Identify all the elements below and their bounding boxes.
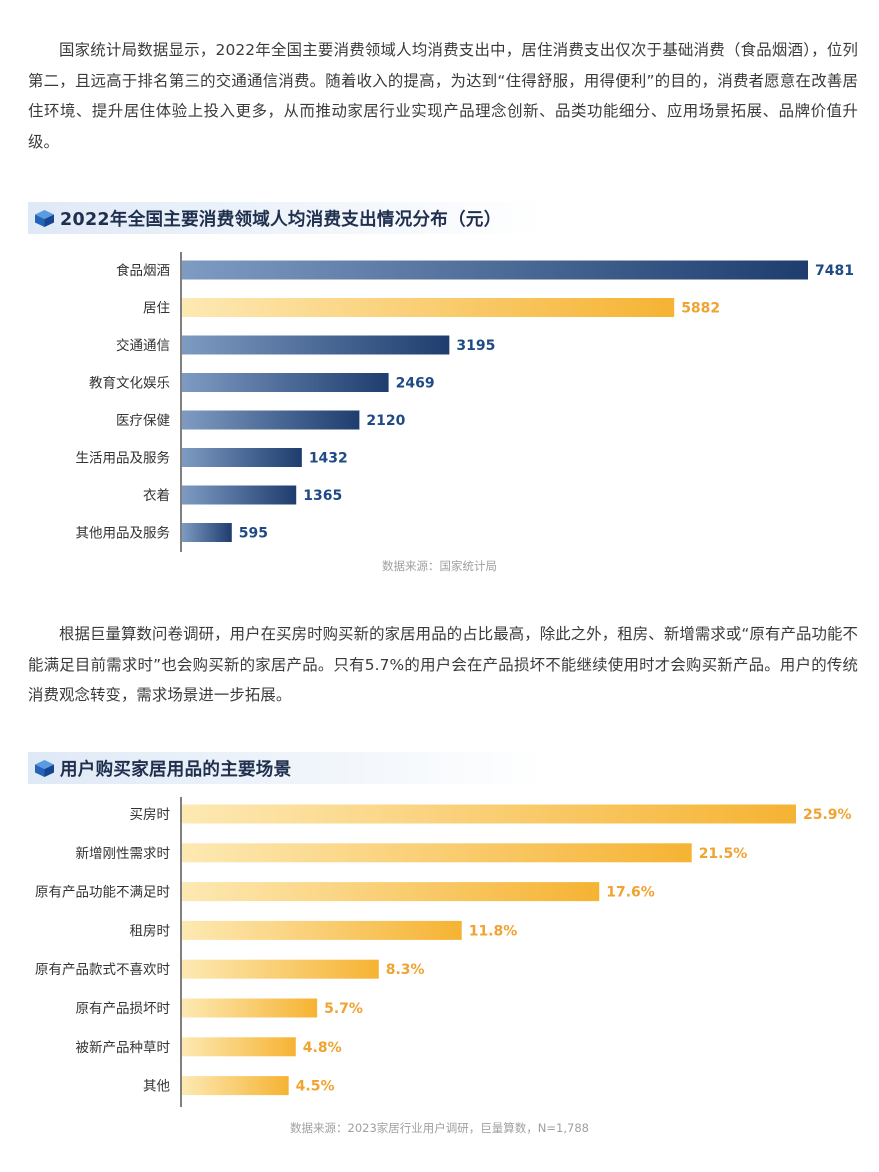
value-label: 2120: [366, 413, 405, 429]
category-label: 原有产品功能不满足时: [35, 885, 170, 901]
bar-1: [182, 843, 692, 863]
value-label: 8.3%: [386, 962, 425, 978]
bar-2: [182, 335, 450, 355]
category-label: 食品烟酒: [116, 262, 170, 279]
value-label: 3195: [456, 338, 495, 354]
category-label: 生活用品及服务: [76, 451, 171, 467]
value-label: 17.6%: [606, 885, 655, 901]
cube-icon: [35, 760, 54, 777]
chart2-title: 用户购买家居用品的主要场景: [60, 760, 292, 780]
bar-0: [182, 804, 796, 824]
bar-5: [182, 448, 302, 467]
bar-3: [182, 373, 389, 392]
category-label: 居住: [143, 301, 170, 317]
bar-3: [182, 920, 462, 940]
bar-0: [182, 260, 808, 280]
category-label: 租房时: [130, 923, 171, 939]
chart1-title: 2022年全国主要消费领域人均消费支出情况分布（元）: [60, 210, 502, 230]
value-label: 595: [239, 526, 268, 542]
value-label: 4.8%: [303, 1040, 342, 1056]
bar-1: [182, 298, 675, 317]
category-label: 其他用品及服务: [76, 526, 171, 542]
chart2-source: 数据来源：2023家居行业用户调研，巨量算数，N=1,788: [290, 1121, 589, 1135]
value-label: 7481: [815, 263, 854, 279]
chart1-source: 数据来源：国家统计局: [382, 559, 497, 573]
bar-5: [182, 998, 318, 1018]
bar-4: [182, 410, 360, 430]
value-label: 1365: [303, 488, 342, 504]
category-label: 医疗保健: [116, 413, 170, 429]
category-label: 被新产品种草时: [76, 1040, 171, 1056]
category-label: 交通通信: [116, 337, 170, 354]
value-label: 1432: [309, 451, 348, 467]
category-label: 教育文化娱乐: [89, 376, 170, 392]
category-label: 新增刚性需求时: [76, 846, 171, 862]
consumption-bar-chart: 食品烟酒 7481 居住 5882 交通通信 3195 教育文化娱乐 2469 医疗保健 2120…: [76, 252, 854, 552]
chart2-title-bar: 用户购买家居用品的主要场景: [28, 752, 548, 784]
value-label: 2469: [396, 376, 435, 392]
value-label: 4.5%: [296, 1079, 335, 1095]
scenario-bar-chart: 买房时 25.9% 新增刚性需求时 21.5% 原有产品功能不满足时 17.6% 租房时 11…: [35, 797, 852, 1107]
bar-4: [182, 959, 379, 979]
chart1-title-bar: 2022年全国主要消费领域人均消费支出情况分布（元）: [28, 202, 548, 234]
cube-icon: [35, 210, 54, 227]
intro-paragraph: 国家统计局数据显示，2022年全国主要消费领域人均消费支出中，居住消费支出仅次于…: [28, 41, 858, 151]
value-label: 5882: [681, 301, 720, 317]
value-label: 25.9%: [803, 807, 852, 823]
category-label: 买房时: [130, 807, 171, 823]
bar-7: [182, 523, 232, 542]
value-label: 5.7%: [324, 1001, 363, 1017]
survey-paragraph: 根据巨量算数问卷调研，用户在买房时购买新的家居用品的占比最高，除此之外，租房、新…: [28, 625, 858, 704]
bar-2: [182, 882, 600, 902]
category-label: 衣着: [143, 487, 170, 504]
value-label: 11.8%: [469, 923, 518, 939]
bar-6: [182, 1037, 296, 1057]
category-label: 其他: [143, 1079, 170, 1095]
category-label: 原有产品损坏时: [76, 1001, 171, 1017]
bar-6: [182, 485, 297, 505]
category-label: 原有产品款式不喜欢时: [35, 962, 170, 978]
value-label: 21.5%: [699, 846, 748, 862]
bar-7: [182, 1076, 289, 1096]
